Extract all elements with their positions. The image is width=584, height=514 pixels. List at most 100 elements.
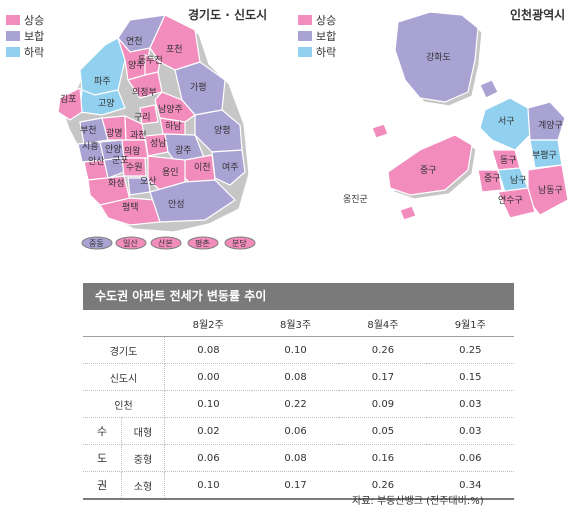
cell: 0.00 xyxy=(164,363,252,391)
header-col-2: 8월4주 xyxy=(339,310,427,337)
label-jung-gu: 중구 xyxy=(484,173,501,184)
legend-item-fall: 하락 xyxy=(298,44,336,60)
legend-right: 상승 보합 하락 xyxy=(298,12,336,60)
rent-change-table: 8월2주 8월3주 8월4주 9월1주 경기도 0.08 0.10 0.26 0… xyxy=(83,310,514,500)
group-char-1: 도 xyxy=(83,444,122,472)
label-hwaseong: 화성 xyxy=(108,178,125,189)
label-bucheon: 부천 xyxy=(80,125,97,136)
label-ongjin: 옹진군 xyxy=(343,194,368,205)
cell: 0.26 xyxy=(339,471,427,500)
region-ganghwa[interactable] xyxy=(394,11,479,103)
table-row: 권 소형 0.10 0.17 0.26 0.34 xyxy=(83,471,514,500)
label-yeoncheon: 연천 xyxy=(126,36,143,47)
group-char-2: 권 xyxy=(83,471,122,500)
label-gunpo: 군포 xyxy=(112,155,129,166)
region-yeonsu-gu[interactable] xyxy=(497,187,536,219)
cell: 0.03 xyxy=(426,417,514,445)
cell: 0.03 xyxy=(426,390,514,418)
header-blank xyxy=(83,310,165,337)
newtown-ilsan: 일산 xyxy=(123,238,138,248)
cell: 0.15 xyxy=(426,363,514,391)
cell: 0.06 xyxy=(251,417,340,445)
region-jung-gu[interactable] xyxy=(477,169,503,193)
map-title-gyeonggi: 경기도 · 신도시 xyxy=(188,8,268,22)
source-note: 자료: 부동산뱅크 (전주대비:%) xyxy=(352,496,484,507)
row-label: 중형 xyxy=(121,444,165,472)
cell: 0.22 xyxy=(251,390,340,418)
cell: 0.25 xyxy=(426,336,514,364)
label-namdong-gu: 남동구 xyxy=(538,185,563,196)
row-label: 소형 xyxy=(121,471,165,500)
label-ganghwa: 강화도 xyxy=(426,52,451,63)
maps-area: 상승 보합 하락 경기도 · 신도시 상승 보합 하락 인천광역시 xyxy=(6,8,569,250)
region-seo-gu[interactable] xyxy=(479,97,531,151)
label-hanam: 하남 xyxy=(165,121,182,132)
gyeonggi-map: 연천 포천 파주 양주 동두천 의정부 가평 김포 고양 남양주 구리 하남 양… xyxy=(57,11,569,250)
cell: 0.05 xyxy=(339,417,427,445)
label-pocheon: 포천 xyxy=(166,44,183,55)
cell: 0.02 xyxy=(164,417,252,445)
cell: 0.08 xyxy=(164,336,252,364)
cell: 0.34 xyxy=(426,471,514,500)
table-title: 수도권 아파트 전세가 변동률 추이 xyxy=(83,283,514,310)
legend-left: 상승 보합 하락 xyxy=(6,12,44,60)
header-col-3: 9월1주 xyxy=(426,310,514,337)
island-3 xyxy=(399,205,417,221)
region-uijeongbu[interactable] xyxy=(127,71,163,99)
cell: 0.10 xyxy=(164,471,252,500)
label-nam-gu: 남구 xyxy=(510,175,527,186)
cell: 0.10 xyxy=(164,390,252,418)
label-seongnam: 성남 xyxy=(150,138,167,149)
label-gwangju: 광주 xyxy=(175,144,192,156)
region-anseong[interactable] xyxy=(149,179,236,223)
cell: 0.09 xyxy=(339,390,427,418)
header-col-1: 8월3주 xyxy=(251,310,340,337)
table-header-row: 8월2주 8월3주 8월4주 9월1주 xyxy=(83,310,514,337)
label-gyeyang-gu: 계양구 xyxy=(538,119,563,131)
cell: 0.08 xyxy=(251,363,340,391)
region-jung-gu-island[interactable] xyxy=(387,134,473,196)
newtown-pyeongchon: 평촌 xyxy=(195,238,210,248)
cell: 0.26 xyxy=(339,336,427,364)
region-gyeyang-gu[interactable] xyxy=(527,101,566,141)
label-yeonsu-gu: 연수구 xyxy=(498,195,523,206)
legend-item-fall: 하락 xyxy=(6,44,44,60)
label-uiwang: 의왕 xyxy=(124,146,141,157)
label-namyangju: 남양주 xyxy=(158,104,183,115)
map-title-incheon: 인천광역시 xyxy=(510,8,566,22)
label-siheung: 시흥 xyxy=(82,140,99,152)
label-yongin: 용인 xyxy=(162,167,179,178)
island-2 xyxy=(371,123,389,139)
region-gimpo[interactable] xyxy=(57,87,83,121)
cell: 0.10 xyxy=(251,336,340,364)
legend-item-rise: 상승 xyxy=(6,12,44,28)
label-yangju: 양주 xyxy=(128,60,145,71)
label-suwon: 수원 xyxy=(126,162,143,173)
table-row: 신도시 0.00 0.08 0.17 0.15 xyxy=(83,363,514,391)
table-row: 수 대형 0.02 0.06 0.05 0.03 xyxy=(83,417,514,445)
cell: 0.08 xyxy=(251,444,340,472)
label-yeoju: 여주 xyxy=(222,161,239,173)
table-row: 인천 0.10 0.22 0.09 0.03 xyxy=(83,390,514,418)
label-dong-gu: 동구 xyxy=(500,155,517,166)
label-gwacheon: 과천 xyxy=(130,130,147,141)
region-guri[interactable] xyxy=(139,104,159,125)
label-paju: 파주 xyxy=(94,76,111,87)
label-anyang: 안양 xyxy=(105,144,122,155)
label-pyeongtaek: 평택 xyxy=(122,202,139,213)
legend-item-rise: 상승 xyxy=(298,12,336,28)
label-goyang: 고양 xyxy=(98,98,115,109)
label-anseong: 안성 xyxy=(168,199,185,210)
island-1 xyxy=(479,79,499,99)
label-ansan: 안산 xyxy=(88,156,105,167)
table-row: 도 중형 0.06 0.08 0.16 0.06 xyxy=(83,444,514,472)
row-label: 인천 xyxy=(83,390,165,418)
legend-item-flat: 보합 xyxy=(6,28,44,44)
newtown-bundang: 분당 xyxy=(232,238,247,248)
label-uijeongbu: 의정부 xyxy=(132,87,157,98)
region-suwon[interactable] xyxy=(121,157,147,177)
header-col-0: 8월2주 xyxy=(164,310,252,337)
label-bupyeong-gu: 부평구 xyxy=(532,150,557,161)
label-jung-gu-island: 중구 xyxy=(420,165,437,176)
table-row: 경기도 0.08 0.10 0.26 0.25 xyxy=(83,336,514,364)
